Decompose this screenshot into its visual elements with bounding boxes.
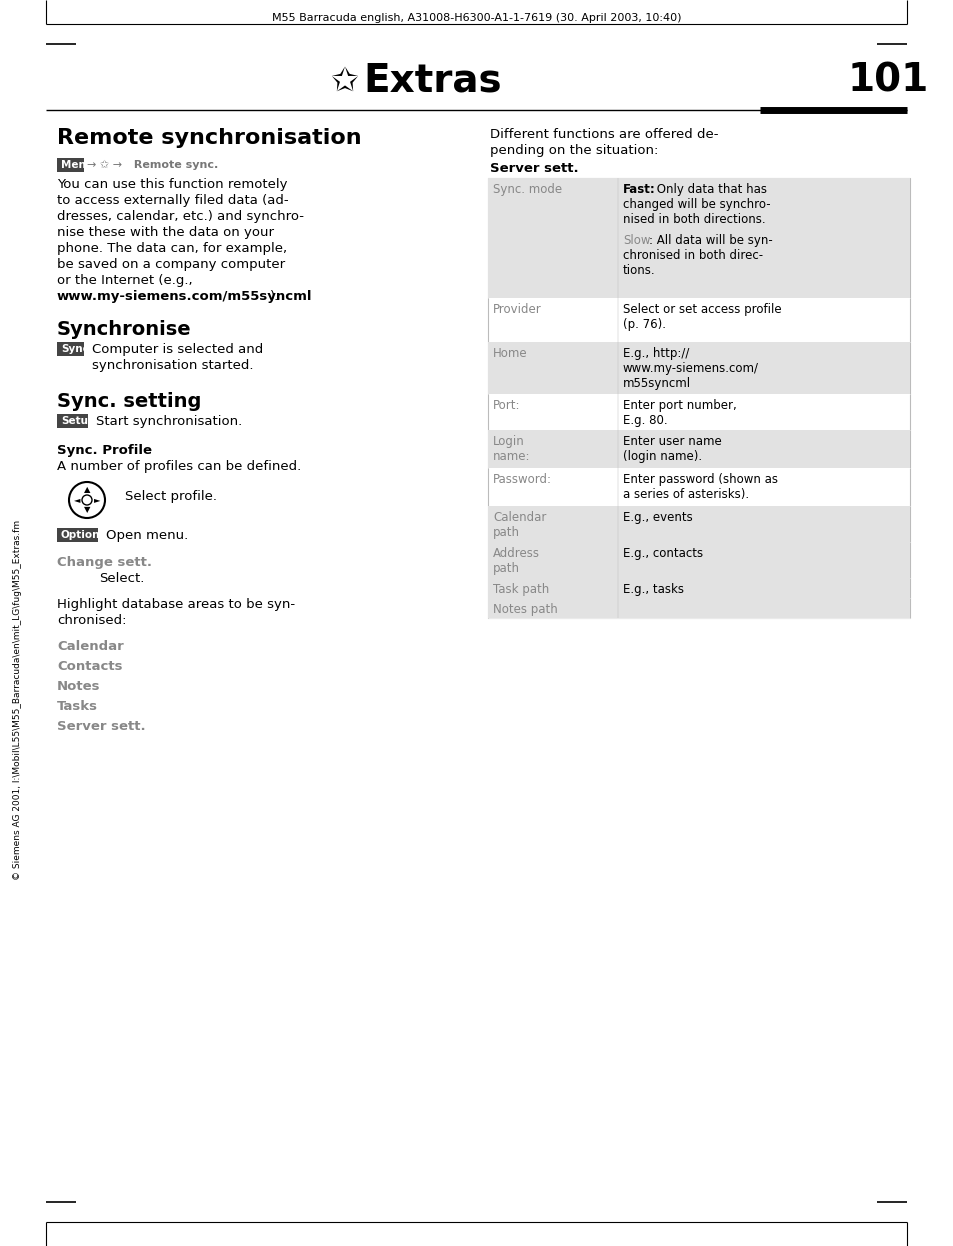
Text: phone. The data can, for example,: phone. The data can, for example, [57,242,287,255]
Text: Tasks: Tasks [57,700,98,713]
Text: Remote sync.: Remote sync. [130,159,217,169]
Bar [488,598,909,618]
Text: Task path: Task path [493,583,549,596]
Text: tions.: tions. [622,264,655,277]
Text: Address
path: Address path [493,547,539,574]
Text: E.g., http://: E.g., http:// [622,346,689,360]
Text: (p. 76).: (p. 76). [622,318,665,331]
Text: Extras: Extras [363,62,501,100]
Text: Enter port number,: Enter port number, [622,399,736,412]
Text: Notes: Notes [57,680,100,693]
Text: Enter user name: Enter user name [622,435,721,449]
Bar [57,528,97,542]
Text: Options: Options [61,530,107,540]
Text: Fast:: Fast: [622,183,655,196]
Text: Home: Home [493,346,527,360]
Text: Open menu.: Open menu. [106,530,188,542]
Text: E.g. 80.: E.g. 80. [622,414,667,427]
Bar [488,178,909,298]
Text: 101: 101 [847,62,928,100]
Text: A number of profiles can be defined.: A number of profiles can be defined. [57,460,301,473]
Bar [488,542,909,578]
Text: Login
name:: Login name: [493,435,530,464]
Text: Setup: Setup [61,416,95,426]
Bar [488,178,909,618]
Text: or the Internet (e.g.,: or the Internet (e.g., [57,274,193,287]
Text: chronised:: chronised: [57,614,127,627]
Text: ◄: ◄ [73,496,80,505]
Text: Sync. Profile: Sync. Profile [57,444,152,457]
Text: Different functions are offered de-: Different functions are offered de- [490,128,718,141]
Text: Highlight database areas to be syn-: Highlight database areas to be syn- [57,598,294,611]
Text: Password:: Password: [493,473,552,486]
Text: Calendar
path: Calendar path [493,511,546,540]
Text: ▲: ▲ [84,486,91,495]
Text: : All data will be syn-: : All data will be syn- [648,234,772,247]
Text: Sync. mode: Sync. mode [493,183,561,196]
Text: E.g., tasks: E.g., tasks [622,583,683,596]
Bar [57,414,89,427]
Text: Start synchronisation.: Start synchronisation. [96,415,242,427]
Text: a series of asterisks).: a series of asterisks). [622,488,748,501]
Text: Provider: Provider [493,303,541,316]
Text: ►: ► [93,496,100,505]
Text: Select profile.: Select profile. [125,490,216,503]
Text: E.g., contacts: E.g., contacts [622,547,702,559]
Text: changed will be synchro-: changed will be synchro- [622,198,770,211]
Text: dresses, calendar, etc.) and synchro-: dresses, calendar, etc.) and synchro- [57,211,304,223]
Text: Synchronise: Synchronise [57,320,192,339]
Text: Change sett.: Change sett. [57,556,152,569]
Text: synchronisation started.: synchronisation started. [91,359,253,373]
Text: Slow: Slow [622,234,650,247]
Text: Sync: Sync [61,344,89,354]
Text: Enter password (shown as: Enter password (shown as [622,473,778,486]
Text: ✩: ✩ [330,65,357,98]
Text: E.g., events: E.g., events [622,511,692,525]
Text: nised in both directions.: nised in both directions. [622,213,765,226]
Text: Only data that has: Only data that has [652,183,766,196]
Text: chronised in both direc-: chronised in both direc- [622,249,762,262]
Text: Port:: Port: [493,399,520,412]
Text: ).: ). [270,290,279,303]
Text: Remote synchronisation: Remote synchronisation [57,128,361,148]
Text: Select.: Select. [99,572,144,586]
Bar [488,506,909,542]
Bar [57,158,84,172]
Text: Menu: Menu [61,159,93,169]
Text: be saved on a company computer: be saved on a company computer [57,258,285,270]
Text: nise these with the data on your: nise these with the data on your [57,226,274,239]
Bar [488,341,909,394]
Text: Contacts: Contacts [57,660,122,673]
Text: www.my-siemens.com/m55syncml: www.my-siemens.com/m55syncml [57,290,313,303]
Text: Server sett.: Server sett. [490,162,578,174]
Bar [488,578,909,598]
Text: m55syncml: m55syncml [622,378,690,390]
Text: You can use this function remotely: You can use this function remotely [57,178,287,191]
Text: to access externally filed data (ad-: to access externally filed data (ad- [57,194,289,207]
Text: pending on the situation:: pending on the situation: [490,145,658,157]
Text: Calendar: Calendar [57,640,124,653]
Text: (login name).: (login name). [622,450,701,464]
Text: Server sett.: Server sett. [57,720,146,733]
Text: ▼: ▼ [84,506,91,515]
Text: → ✩ →: → ✩ → [87,159,122,169]
Bar [57,341,84,356]
Text: www.my-siemens.com/: www.my-siemens.com/ [622,363,759,375]
Text: Notes path: Notes path [493,603,558,616]
Text: Sync. setting: Sync. setting [57,392,201,411]
Text: © Siemens AG 2001, I:\Mobil\L55\M55_Barracuda\en\mit_LG\fug\M55_Extras.fm: © Siemens AG 2001, I:\Mobil\L55\M55_Barr… [13,520,23,880]
Text: Computer is selected and: Computer is selected and [91,343,263,356]
Text: Select or set access profile: Select or set access profile [622,303,781,316]
Bar [488,430,909,468]
Text: M55 Barracuda english, A31008-H6300-A1-1-7619 (30. April 2003, 10:40): M55 Barracuda english, A31008-H6300-A1-1… [272,12,681,22]
